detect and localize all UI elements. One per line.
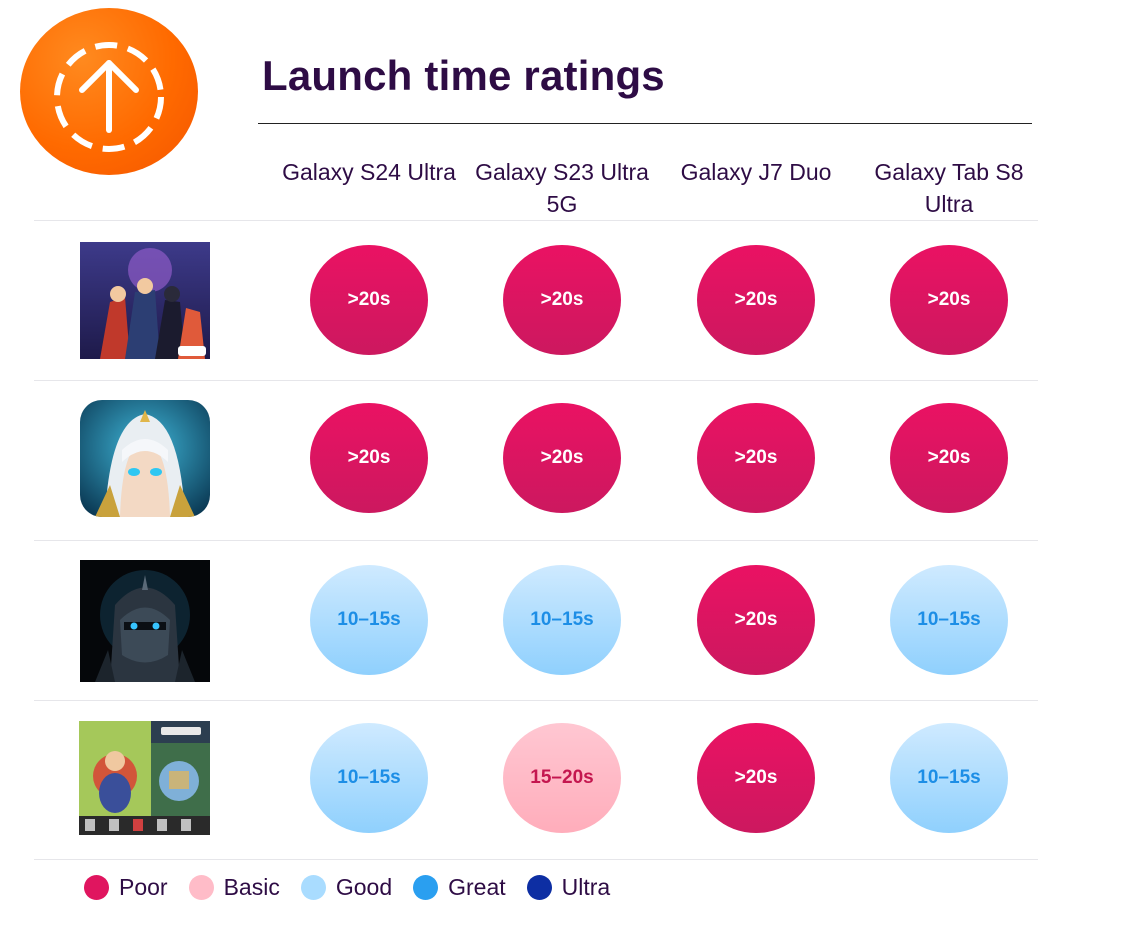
rating-cell: >20s <box>697 403 815 513</box>
kingdom-strategy-game-icon <box>79 721 210 835</box>
legend-label: Basic <box>223 874 280 900</box>
legend-swatch-good <box>300 875 326 900</box>
rating-cell: 15–20s <box>503 723 621 833</box>
rating-cell: >20s <box>310 245 428 355</box>
row-divider <box>34 380 1038 381</box>
column-header-s23-ultra-5g: Galaxy S23 Ultra 5G <box>475 159 649 217</box>
dark-knight-helmet-game-icon <box>80 560 210 682</box>
legend-item-basic: Basic <box>188 874 280 901</box>
rating-cell: >20s <box>503 403 621 513</box>
column-header-j7-duo: Galaxy J7 Duo <box>680 159 832 185</box>
superhero-team-game-icon <box>80 242 210 359</box>
page-title: Launch time ratings <box>262 52 665 99</box>
column-header-s24-ultra: Galaxy S24 Ultra <box>282 159 456 185</box>
rating-cell: 10–15s <box>310 723 428 833</box>
legend-swatch-basic <box>188 875 214 900</box>
legend: Poor Basic Good Great Ultra <box>84 874 631 901</box>
rating-cell: >20s <box>697 245 815 355</box>
rating-cell: >20s <box>697 565 815 675</box>
row-divider <box>34 859 1038 860</box>
row-divider <box>34 540 1038 541</box>
row-divider <box>34 220 1038 221</box>
legend-swatch-ultra <box>526 875 552 900</box>
legend-item-great: Great <box>413 874 506 901</box>
legend-swatch-poor <box>84 875 109 900</box>
hooded-warrior-game-icon <box>80 400 210 517</box>
legend-item-good: Good <box>300 874 393 901</box>
rating-cell: >20s <box>890 403 1008 513</box>
legend-label: Good <box>335 874 393 900</box>
rating-cell: 10–15s <box>890 723 1008 833</box>
rating-cell: 10–15s <box>890 565 1008 675</box>
rating-cell: >20s <box>503 245 621 355</box>
legend-label: Ultra <box>561 874 611 900</box>
rating-cell: 10–15s <box>310 565 428 675</box>
rating-cell: >20s <box>697 723 815 833</box>
legend-item-poor: Poor <box>84 874 168 901</box>
rating-cell: >20s <box>890 245 1008 355</box>
upload-arrow-icon <box>20 8 198 175</box>
legend-label: Poor <box>119 874 168 900</box>
column-header-tab-s8-ultra: Galaxy Tab S8 Ultra <box>874 159 1024 217</box>
legend-item-ultra: Ultra <box>526 874 611 901</box>
rating-cell: >20s <box>310 403 428 513</box>
title-divider <box>258 123 1032 124</box>
legend-label: Great <box>448 874 506 900</box>
legend-swatch-great <box>413 875 439 900</box>
row-divider <box>34 700 1038 701</box>
rating-cell: 10–15s <box>503 565 621 675</box>
